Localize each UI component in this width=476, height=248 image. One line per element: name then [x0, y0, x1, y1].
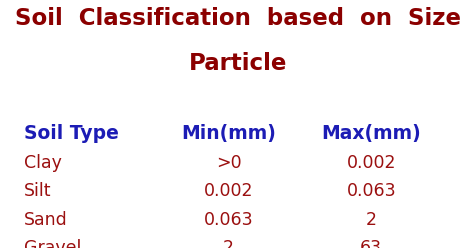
Text: 0.002: 0.002: [204, 182, 253, 200]
Text: Min(mm): Min(mm): [181, 124, 276, 143]
Text: 2: 2: [366, 211, 377, 229]
Text: Gravel: Gravel: [24, 239, 81, 248]
Text: Soil Type: Soil Type: [24, 124, 119, 143]
Text: Max(mm): Max(mm): [321, 124, 421, 143]
Text: Sand: Sand: [24, 211, 68, 229]
Text: 2: 2: [223, 239, 234, 248]
Text: 0.063: 0.063: [204, 211, 253, 229]
Text: Clay: Clay: [24, 154, 62, 172]
Text: Silt: Silt: [24, 182, 51, 200]
Text: >0: >0: [216, 154, 241, 172]
Text: 0.002: 0.002: [347, 154, 396, 172]
Text: 63: 63: [360, 239, 382, 248]
Text: Soil  Classification  based  on  Size: Soil Classification based on Size: [15, 7, 461, 31]
Text: Particle: Particle: [189, 52, 287, 75]
Text: 0.063: 0.063: [347, 182, 396, 200]
